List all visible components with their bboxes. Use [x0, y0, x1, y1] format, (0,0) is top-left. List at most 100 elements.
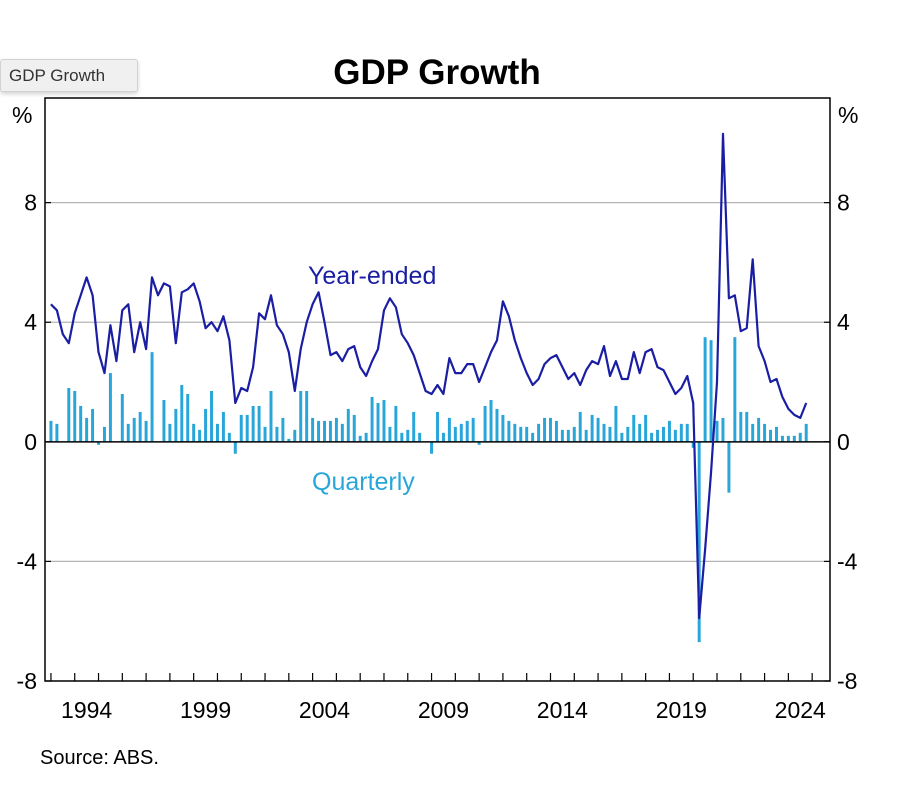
chart-title: GDP Growth	[333, 53, 540, 92]
quarterly-bars	[49, 337, 808, 643]
quarterly-bar	[757, 417, 761, 442]
quarterly-bar	[745, 411, 749, 442]
quarterly-bar	[763, 423, 767, 442]
quarterly-bar	[198, 429, 202, 442]
quarterly-bar	[293, 429, 297, 442]
x-tick-label: 1994	[61, 697, 112, 723]
quarterly-bar	[430, 441, 434, 454]
quarterly-bar	[566, 429, 570, 442]
quarterly-bar	[394, 405, 398, 442]
x-tick-label: 2024	[775, 697, 826, 723]
quarterly-bar	[751, 423, 755, 442]
quarterly-bar	[632, 414, 636, 442]
quarterly-bar	[602, 423, 606, 442]
quarterly-bar	[418, 432, 422, 442]
quarterly-bar	[358, 435, 362, 442]
quarterly-bar	[269, 390, 273, 442]
quarterly-bar	[97, 441, 101, 445]
quarterly-bar	[626, 426, 630, 442]
quarterly-bar	[126, 423, 130, 442]
quarterly-bar	[584, 429, 588, 442]
y-unit-left: %	[12, 102, 32, 128]
quarterly-bar	[436, 411, 439, 442]
quarterly-bar	[150, 352, 154, 442]
quarterly-bar	[305, 390, 309, 442]
y-tick-label-right: 8	[837, 190, 850, 216]
quarterly-bar	[620, 432, 624, 442]
quarterly-bar	[210, 390, 214, 442]
quarterly-bar	[215, 423, 219, 442]
x-tick-label: 2019	[656, 697, 707, 723]
quarterly-bar	[441, 432, 445, 442]
quarterly-bar	[323, 420, 326, 442]
quarterly-bar	[519, 426, 523, 442]
y-tick-label-right: 0	[837, 429, 850, 455]
quarterly-bar	[299, 390, 303, 442]
quarterly-bar	[572, 426, 576, 442]
quarterly-bar	[311, 417, 315, 442]
quarterly-bar	[721, 417, 725, 442]
quarterly-bar	[144, 420, 148, 442]
year-ended-line	[50, 132, 808, 620]
quarterly-bar	[554, 420, 558, 442]
quarterly-bar	[108, 373, 112, 442]
quarterly-bar	[543, 417, 547, 442]
quarterly-bar	[501, 414, 505, 442]
quarterly-bar	[79, 405, 83, 442]
quarterly-bar	[370, 396, 374, 442]
x-tick-label: 2004	[299, 697, 350, 723]
quarterly-bar	[590, 414, 594, 442]
quarterly-bar	[412, 411, 416, 442]
quarterly-bar	[667, 420, 671, 442]
quarterly-bar	[798, 432, 802, 442]
quarterly-bar	[102, 426, 106, 442]
quarterly-bar	[334, 417, 338, 442]
quarterly-bar	[406, 429, 410, 442]
plot-frame	[44, 97, 831, 682]
quarterly-bar	[578, 411, 582, 442]
quarterly-bar	[67, 388, 71, 442]
quarterly-bar	[525, 426, 529, 442]
quarterly-bar	[465, 420, 469, 442]
quarterly-bar	[459, 423, 463, 442]
chart-tooltip: GDP Growth	[0, 59, 138, 92]
y-axis-right: -8 -4 0 4 8	[824, 190, 858, 694]
quarterly-bar	[780, 435, 784, 442]
series-label-year-ended: Year-ended	[308, 262, 436, 290]
quarterly-bar	[364, 432, 368, 442]
quarterly-bar	[221, 411, 225, 442]
quarterly-bar	[174, 408, 178, 442]
x-axis: 1994 1999 2004 2009 2014 2019 2024	[50, 673, 826, 723]
y-tick-label-left: 8	[24, 190, 37, 216]
quarterly-bar	[352, 414, 356, 442]
quarterly-bar	[661, 426, 665, 442]
x-tick-label: 2014	[537, 697, 588, 723]
quarterly-bar	[162, 399, 166, 442]
quarterly-bar	[596, 417, 600, 442]
quarterly-bar	[447, 417, 451, 442]
quarterly-bar	[91, 408, 95, 442]
quarterly-bar	[483, 405, 487, 442]
y-tick-label-right: -4	[837, 548, 858, 574]
quarterly-bar	[489, 399, 493, 442]
quarterly-bar	[733, 337, 737, 442]
quarterly-bar	[186, 393, 190, 442]
quarterly-bar	[531, 432, 535, 442]
quarterly-bar	[388, 426, 392, 442]
quarterly-bar	[55, 423, 59, 442]
quarterly-bar	[328, 420, 332, 442]
quarterly-bar	[317, 420, 321, 442]
quarterly-bar	[168, 423, 172, 442]
quarterly-bar	[608, 426, 612, 442]
quarterly-bar	[138, 411, 142, 442]
quarterly-bar	[679, 423, 683, 442]
y-tick-label-right: 4	[837, 309, 850, 335]
quarterly-bar	[792, 435, 796, 442]
quarterly-bar	[245, 414, 249, 442]
quarterly-bar	[340, 423, 344, 442]
quarterly-bar	[644, 414, 648, 442]
quarterly-bar	[769, 429, 773, 442]
quarterly-bar	[400, 432, 404, 442]
quarterly-bar	[477, 441, 481, 445]
quarterly-bar	[549, 417, 552, 442]
